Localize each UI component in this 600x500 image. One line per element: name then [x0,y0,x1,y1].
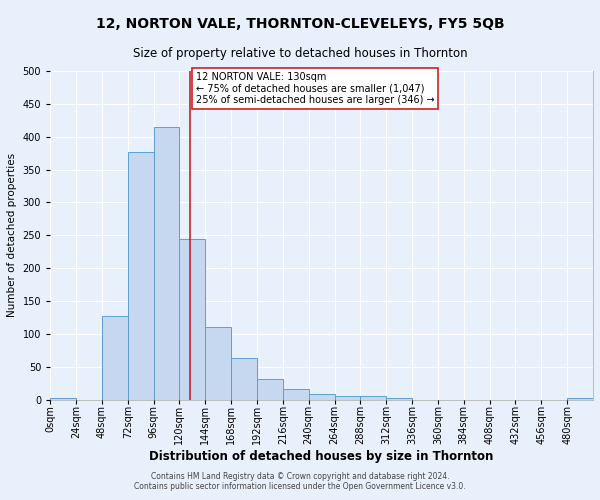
Bar [386,398,412,400]
Y-axis label: Number of detached properties: Number of detached properties [7,154,17,318]
Bar [257,380,283,400]
Bar [283,389,308,400]
Bar [154,127,179,400]
Text: 12, NORTON VALE, THORNTON-CLEVELEYS, FY5 5QB: 12, NORTON VALE, THORNTON-CLEVELEYS, FY5… [95,18,505,32]
Bar [179,238,205,400]
Bar [50,398,76,400]
X-axis label: Distribution of detached houses by size in Thornton: Distribution of detached houses by size … [149,450,494,463]
Bar [231,358,257,400]
Bar [567,398,593,400]
Bar [102,316,128,400]
Bar [308,394,335,400]
Text: Contains HM Land Registry data © Crown copyright and database right 2024.: Contains HM Land Registry data © Crown c… [151,472,449,481]
Text: Contains public sector information licensed under the Open Government Licence v3: Contains public sector information licen… [134,482,466,491]
Bar [361,396,386,400]
Bar [335,396,361,400]
Bar [128,152,154,400]
Bar [205,328,231,400]
Text: Size of property relative to detached houses in Thornton: Size of property relative to detached ho… [133,48,467,60]
Text: 12 NORTON VALE: 130sqm
← 75% of detached houses are smaller (1,047)
25% of semi-: 12 NORTON VALE: 130sqm ← 75% of detached… [196,72,434,106]
